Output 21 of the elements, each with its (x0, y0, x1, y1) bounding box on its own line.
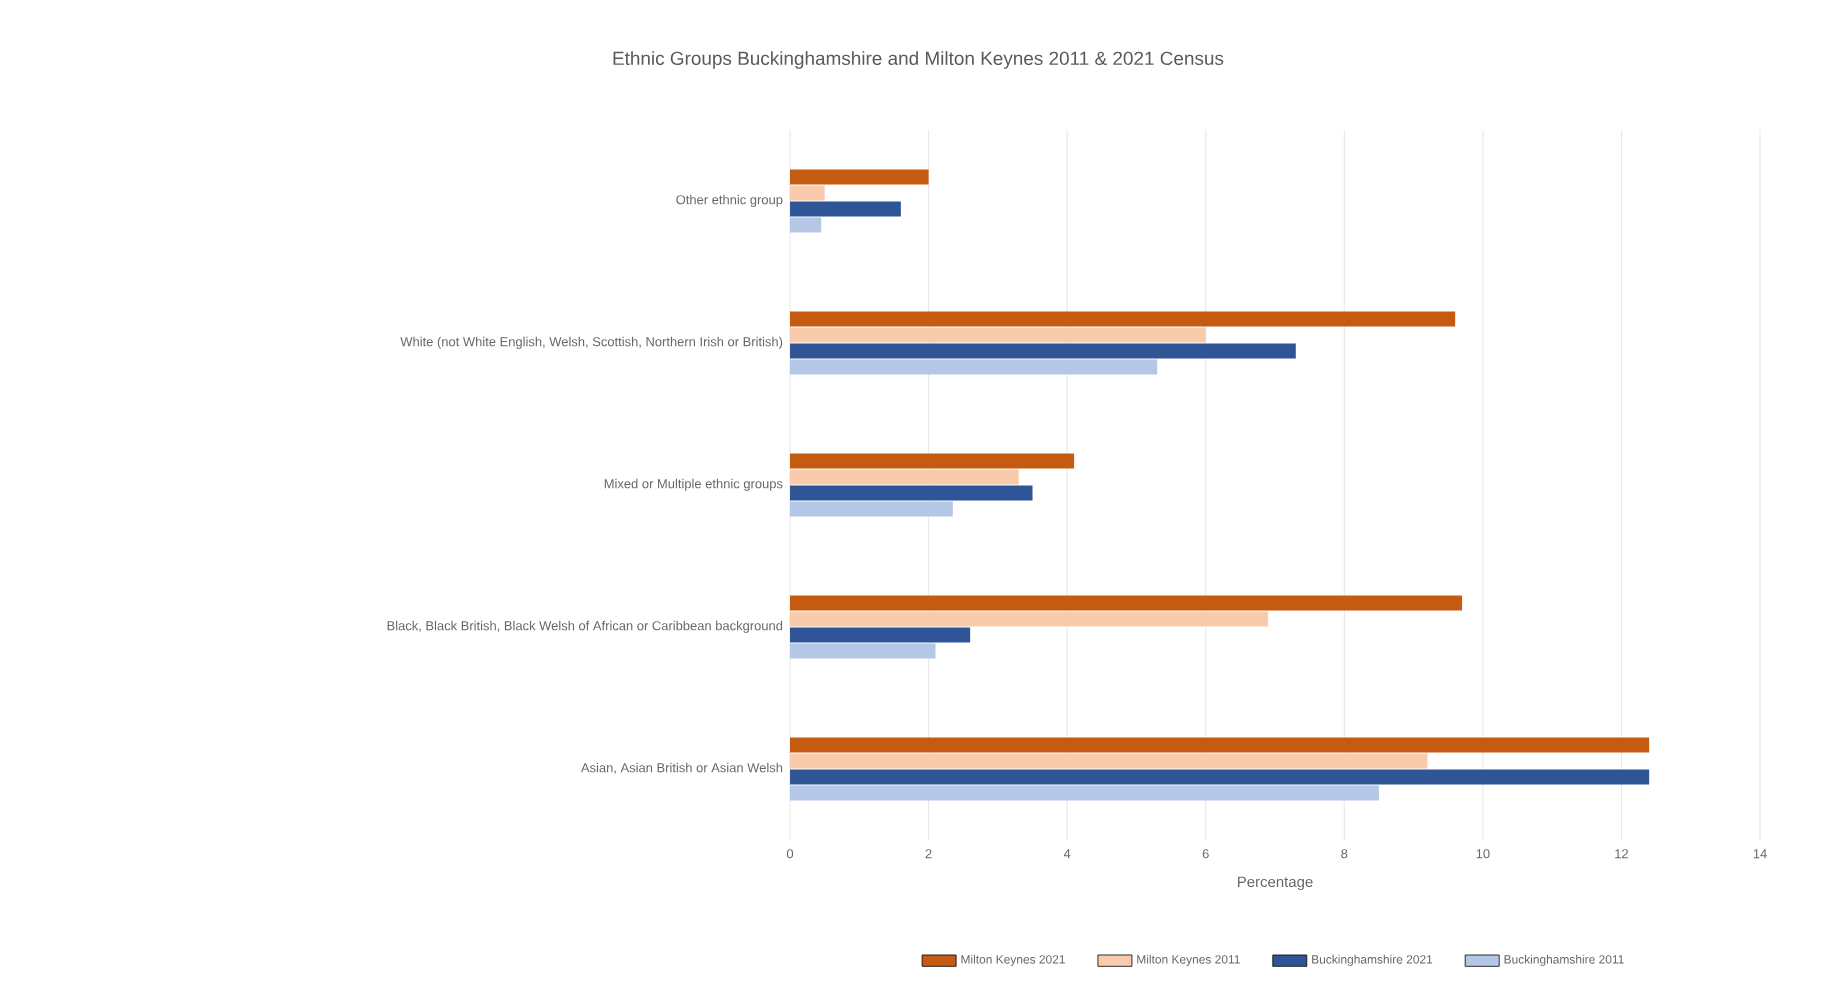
bar (790, 769, 1650, 785)
bar (790, 595, 1463, 611)
bar (790, 485, 1033, 501)
bar (790, 201, 901, 217)
bar (790, 185, 825, 201)
bar (790, 169, 929, 185)
bar (790, 737, 1650, 753)
bar (790, 453, 1075, 469)
bar (790, 217, 822, 233)
bar (790, 327, 1206, 343)
bar (790, 627, 971, 643)
bar (790, 643, 936, 659)
bar (790, 469, 1019, 485)
bar (790, 311, 1456, 327)
chart-title: Ethnic Groups Buckinghamshire and Milton Keynes 2011 & 2021 Census (613, 51, 1224, 69)
bar (790, 611, 1269, 627)
bar (790, 753, 1428, 769)
bar (790, 359, 1158, 375)
bar (790, 785, 1379, 801)
bar (790, 501, 953, 517)
bar (790, 343, 1296, 359)
